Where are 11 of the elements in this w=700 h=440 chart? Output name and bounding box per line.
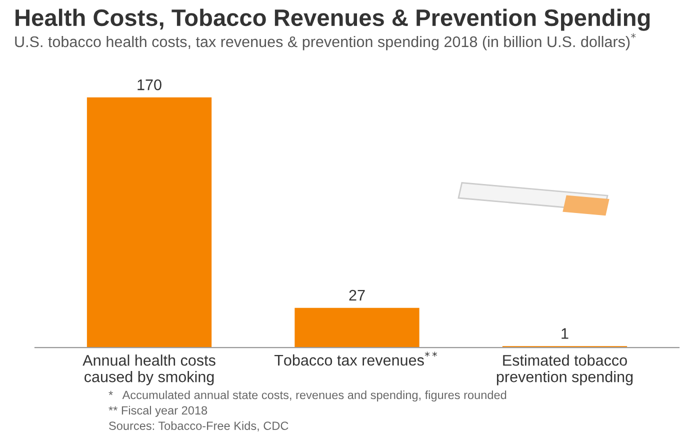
x-tick-label: Annual health costs caused by smoking — [82, 354, 216, 386]
data-label: 27 — [349, 290, 365, 301]
data-label: 1 — [562, 328, 568, 339]
text: * Accumulated annual state costs, revenues and spending, figures rounded — [108, 390, 506, 402]
source-note: Sources: Tobacco-Free Kids, CDC — [109, 421, 288, 432]
x-tick-label: Tobacco tax revenues$^{**}$ — [274, 352, 438, 366]
data-label: 170 — [138, 79, 162, 90]
x-tick-label: Estimated tobacco prevention spending — [496, 354, 633, 386]
text: ** Fiscal year 2018 — [108, 406, 208, 417]
chart-title: Health Costs, Tobacco Revenues & Prevention Spending — [16, 8, 650, 31]
chart-subtitle: U.S. tobacco health costs, tax revenues & prevention spending 2018 (in billion U.S. dollars)$^{*}$ — [15, 33, 636, 50]
